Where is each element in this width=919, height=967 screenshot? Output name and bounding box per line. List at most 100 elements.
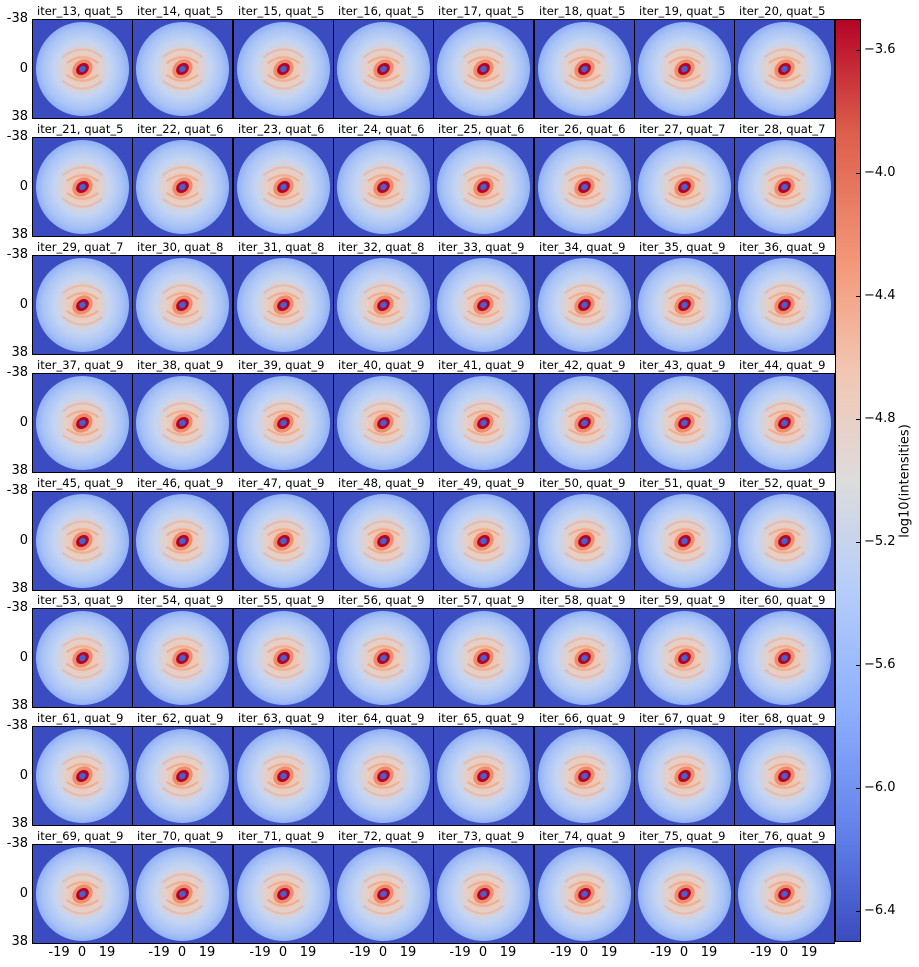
heatmap-panel xyxy=(32,608,133,708)
heatmap-image xyxy=(234,138,333,236)
y-tick-label: -38 xyxy=(6,365,28,380)
panel-title: iter_19, quat_5 xyxy=(639,4,726,18)
heatmap-panel xyxy=(534,373,635,473)
colorbar-tick-label: −5.2 xyxy=(864,534,896,550)
heatmap-panel xyxy=(333,726,434,826)
panel-title: iter_69, quat_9 xyxy=(37,829,124,843)
x-tick-label: -19 xyxy=(449,945,471,960)
heatmap-panel xyxy=(132,137,233,237)
panel-title: iter_41, quat_9 xyxy=(438,358,525,372)
x-tick-label: 0 xyxy=(177,945,187,960)
panel-title: iter_75, quat_9 xyxy=(639,829,726,843)
colorbar-tick-mark xyxy=(856,665,861,667)
heatmap-image xyxy=(33,845,132,943)
heatmap-image xyxy=(133,492,232,590)
panel-title: iter_66, quat_9 xyxy=(539,711,626,725)
x-tick-label: 0 xyxy=(579,945,589,960)
heatmap-panel xyxy=(132,255,233,355)
y-tick-label: 0 xyxy=(19,886,28,901)
heatmap-panel xyxy=(132,844,233,944)
panel-title: iter_53, quat_9 xyxy=(37,593,124,607)
panel-title: iter_52, quat_9 xyxy=(739,476,826,490)
panel-title: iter_42, quat_9 xyxy=(539,358,626,372)
heatmap-panel xyxy=(433,19,534,119)
heatmap-image xyxy=(535,609,634,707)
panel-title: iter_34, quat_9 xyxy=(539,240,626,254)
heatmap-image xyxy=(735,845,834,943)
heatmap-image xyxy=(434,374,533,472)
panel-title: iter_70, quat_9 xyxy=(137,829,224,843)
x-tick-label: 19 xyxy=(800,945,818,960)
panel-title: iter_20, quat_5 xyxy=(739,4,826,18)
heatmap-image xyxy=(334,492,433,590)
panel-title: iter_72, quat_9 xyxy=(338,829,425,843)
panel-title: iter_65, quat_9 xyxy=(438,711,525,725)
panel-title: iter_13, quat_5 xyxy=(37,4,124,18)
heatmap-panel xyxy=(634,373,735,473)
heatmap-image xyxy=(133,20,232,118)
heatmap-image xyxy=(434,609,533,707)
colorbar-tick-mark xyxy=(856,911,861,913)
heatmap-panel xyxy=(233,844,334,944)
heatmap-image xyxy=(133,138,232,236)
x-tick-label: -19 xyxy=(650,945,672,960)
heatmap-panel xyxy=(32,137,133,237)
heatmap-image xyxy=(33,609,132,707)
heatmap-panel xyxy=(734,608,835,708)
heatmap-image xyxy=(334,727,433,825)
heatmap-panel xyxy=(433,373,534,473)
y-tick-label: 0 xyxy=(19,179,28,194)
heatmap-panel xyxy=(534,137,635,237)
panel-title: iter_23, quat_6 xyxy=(238,122,325,136)
heatmap-panel xyxy=(734,255,835,355)
heatmap-image xyxy=(234,492,333,590)
x-tick-label: -19 xyxy=(249,945,271,960)
heatmap-panel xyxy=(233,491,334,591)
heatmap-panel xyxy=(333,373,434,473)
heatmap-panel xyxy=(132,726,233,826)
colorbar-tick-mark xyxy=(856,295,861,297)
heatmap-image xyxy=(133,256,232,354)
panel-title: iter_73, quat_9 xyxy=(438,829,525,843)
panel-title: iter_26, quat_6 xyxy=(539,122,626,136)
colorbar-tick-mark xyxy=(856,788,861,790)
heatmap-panel xyxy=(433,255,534,355)
heatmap-image xyxy=(434,727,533,825)
panel-title: iter_14, quat_5 xyxy=(137,4,224,18)
panel-title: iter_21, quat_5 xyxy=(37,122,124,136)
panel-title: iter_74, quat_9 xyxy=(539,829,626,843)
heatmap-panel xyxy=(634,608,735,708)
y-tick-label: 0 xyxy=(19,297,28,312)
heatmap-image xyxy=(535,845,634,943)
y-tick-label: 38 xyxy=(11,934,28,949)
heatmap-image xyxy=(735,256,834,354)
panel-title: iter_62, quat_9 xyxy=(137,711,224,725)
heatmap-image xyxy=(535,374,634,472)
heatmap-panel xyxy=(132,373,233,473)
panel-title: iter_46, quat_9 xyxy=(137,476,224,490)
heatmap-image xyxy=(635,256,734,354)
panel-title: iter_63, quat_9 xyxy=(238,711,325,725)
panel-title: iter_50, quat_9 xyxy=(539,476,626,490)
heatmap-panel xyxy=(433,137,534,237)
heatmap-panel xyxy=(132,608,233,708)
y-tick-label: -38 xyxy=(6,247,28,262)
heatmap-image xyxy=(635,20,734,118)
heatmap-panel xyxy=(333,844,434,944)
x-tick-label: 19 xyxy=(399,945,417,960)
panel-title: iter_47, quat_9 xyxy=(238,476,325,490)
x-tick-label: 0 xyxy=(478,945,488,960)
heatmap-image xyxy=(334,20,433,118)
panel-title: iter_45, quat_9 xyxy=(37,476,124,490)
heatmap-image xyxy=(33,492,132,590)
heatmap-image xyxy=(535,256,634,354)
panel-title: iter_57, quat_9 xyxy=(438,593,525,607)
panel-title: iter_17, quat_5 xyxy=(438,4,525,18)
heatmap-panel xyxy=(534,608,635,708)
heatmap-panel xyxy=(333,19,434,119)
x-tick-label: 0 xyxy=(378,945,388,960)
heatmap-panel xyxy=(233,608,334,708)
x-tick-label: 0 xyxy=(77,945,87,960)
heatmap-image xyxy=(234,845,333,943)
heatmap-panel xyxy=(534,19,635,119)
